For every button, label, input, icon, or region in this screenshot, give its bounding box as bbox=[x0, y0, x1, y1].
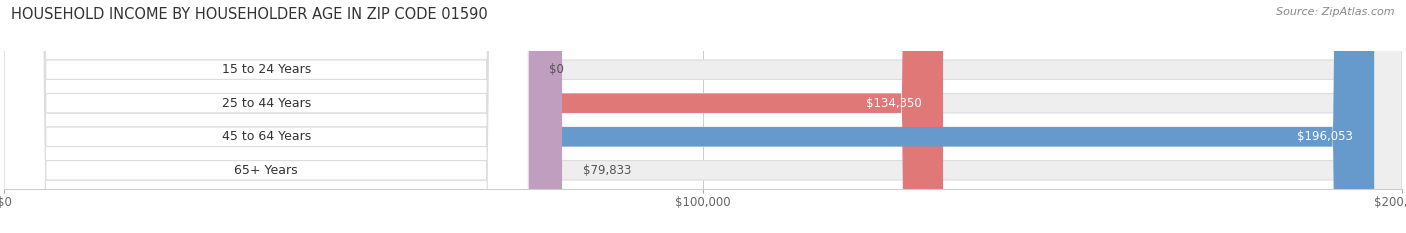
Text: 65+ Years: 65+ Years bbox=[235, 164, 298, 177]
Text: $196,053: $196,053 bbox=[1298, 130, 1353, 143]
Text: 15 to 24 Years: 15 to 24 Years bbox=[222, 63, 311, 76]
FancyBboxPatch shape bbox=[4, 0, 529, 233]
Text: $0: $0 bbox=[550, 63, 564, 76]
FancyBboxPatch shape bbox=[4, 0, 1402, 233]
Text: HOUSEHOLD INCOME BY HOUSEHOLDER AGE IN ZIP CODE 01590: HOUSEHOLD INCOME BY HOUSEHOLDER AGE IN Z… bbox=[11, 7, 488, 22]
FancyBboxPatch shape bbox=[4, 0, 943, 233]
FancyBboxPatch shape bbox=[4, 0, 1374, 233]
FancyBboxPatch shape bbox=[4, 0, 1402, 233]
FancyBboxPatch shape bbox=[4, 0, 529, 233]
Text: $79,833: $79,833 bbox=[583, 164, 631, 177]
Text: 45 to 64 Years: 45 to 64 Years bbox=[222, 130, 311, 143]
FancyBboxPatch shape bbox=[4, 0, 1402, 233]
FancyBboxPatch shape bbox=[4, 0, 1402, 233]
Text: $134,350: $134,350 bbox=[866, 97, 922, 110]
Text: 25 to 44 Years: 25 to 44 Years bbox=[222, 97, 311, 110]
Text: Source: ZipAtlas.com: Source: ZipAtlas.com bbox=[1277, 7, 1395, 17]
FancyBboxPatch shape bbox=[4, 0, 562, 233]
FancyBboxPatch shape bbox=[4, 0, 529, 233]
FancyBboxPatch shape bbox=[4, 0, 529, 233]
